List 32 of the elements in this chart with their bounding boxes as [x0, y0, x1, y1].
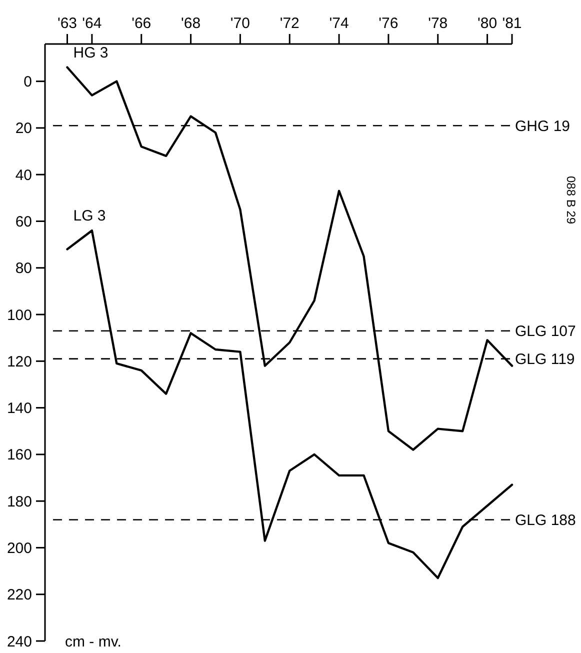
x-tick-label: '63: [57, 15, 78, 32]
y-tick-label: 160: [6, 446, 32, 464]
x-tick-label: '72: [280, 15, 300, 32]
y-tick-label: 220: [6, 586, 32, 604]
y-tick-label: 100: [6, 306, 32, 324]
text: 088 B 29: [564, 176, 578, 224]
y-tick-label: 200: [6, 540, 32, 557]
series-label: HG 3: [73, 44, 108, 62]
x-tick-label: '70: [230, 15, 250, 32]
y-tick-label: 0: [24, 74, 32, 91]
x-tick-label: '66: [132, 15, 152, 32]
y-tick-label: 140: [6, 400, 32, 418]
x-tick-label: '81: [502, 15, 522, 32]
annotation: cm - mv.: [65, 633, 122, 650]
x-tick-label: '68: [181, 15, 201, 32]
y-tick-label: 240: [6, 633, 32, 650]
series-label: LG 3: [73, 208, 106, 225]
y-tick-label: 180: [6, 493, 32, 510]
x-tick-label: '80: [478, 15, 498, 32]
ref-line-label: GHG 19: [515, 118, 570, 135]
x-tick-label: '64: [82, 15, 102, 32]
ref-line-label: GLG 107: [515, 323, 576, 340]
y-tick-label: 60: [15, 213, 32, 230]
x-tick-label: '74: [329, 15, 349, 32]
x-tick-label: '78: [428, 15, 448, 32]
ref-line-label: GLG 119: [515, 351, 575, 368]
y-tick-label: 120: [6, 353, 32, 370]
y-tick-label: 20: [15, 120, 32, 138]
ref-line-label: GLG 188: [515, 512, 576, 529]
y-tick-label: 40: [15, 166, 32, 184]
y-tick-label: 80: [15, 260, 32, 278]
x-tick-label: '76: [378, 15, 398, 32]
